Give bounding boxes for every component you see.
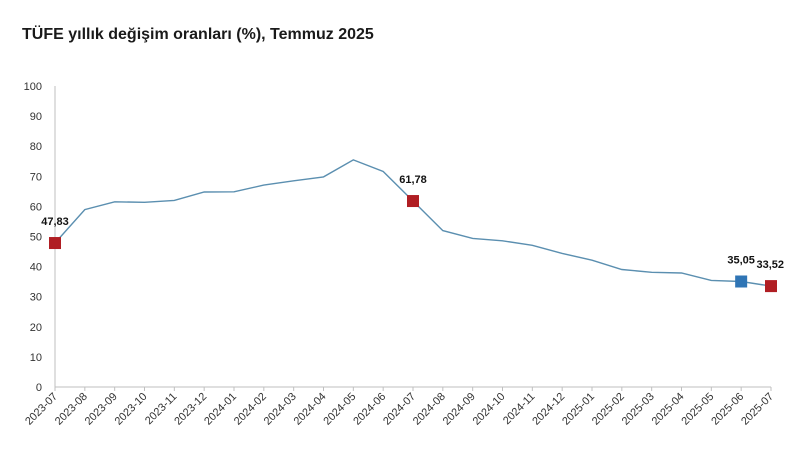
data-label: 35,05: [727, 254, 755, 266]
highlight-marker: [49, 237, 61, 250]
y-tick-label: 0: [36, 382, 42, 394]
chart-title: TÜFE yıllık değişim oranları (%), Temmuz…: [22, 26, 374, 43]
y-tick-label: 30: [30, 292, 42, 304]
y-tick-label: 10: [30, 352, 42, 364]
highlight-marker: [407, 195, 419, 208]
y-tick-label: 20: [30, 322, 42, 334]
y-tick-label: 90: [30, 111, 42, 123]
highlight-marker: [765, 280, 777, 293]
y-tick-label: 50: [30, 232, 42, 244]
y-tick-label: 80: [30, 141, 42, 153]
highlight-marker: [735, 275, 748, 288]
y-tick-label: 40: [30, 262, 42, 274]
x-tick-label: 2023-10: [113, 391, 150, 428]
y-tick-label: 70: [30, 171, 42, 183]
y-tick-label: 100: [24, 81, 42, 93]
data-label: 61,78: [399, 174, 427, 186]
y-tick-label: 60: [30, 201, 42, 213]
data-label: 33,52: [756, 259, 784, 271]
data-label: 47,83: [41, 216, 69, 228]
x-tick-label: 2024-10: [471, 391, 508, 428]
x-tick-label: 2025-07: [739, 391, 776, 428]
